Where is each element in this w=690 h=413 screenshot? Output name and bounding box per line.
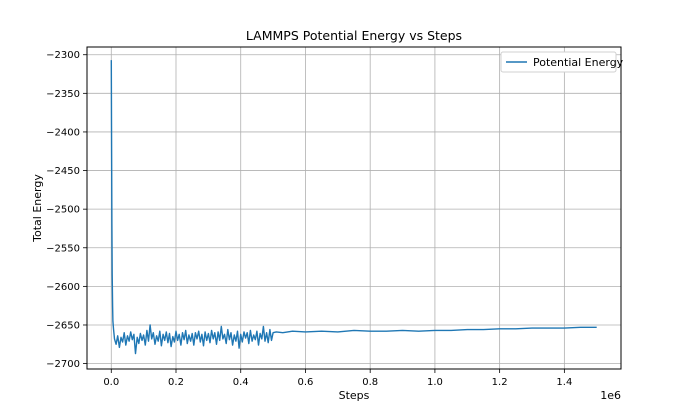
y-axis-label: Total Energy — [31, 174, 44, 243]
x-tick-label: 1.2 — [492, 377, 508, 388]
chart-title: LAMMPS Potential Energy vs Steps — [246, 28, 462, 43]
plot-frame — [86, 46, 622, 370]
y-tick-label: −2450 — [46, 166, 80, 177]
y-tick-label: −2600 — [46, 282, 80, 293]
y-tick-label: −2350 — [46, 89, 80, 100]
x-tick-label: 0.0 — [103, 377, 119, 388]
x-tick-label: 0.2 — [168, 377, 184, 388]
y-tick-label: −2700 — [46, 359, 80, 370]
grid-lines — [87, 47, 621, 369]
legend: Potential Energy — [500, 51, 624, 73]
y-tick-label: −2500 — [46, 205, 80, 216]
plot-series — [110, 60, 597, 355]
axis-ticks: 0.0 0.2 0.4 0.6 0.8 1.0 1.2 1.4 −2300 −2350 −2400 −… — [46, 50, 572, 388]
y-tick-label: −2400 — [46, 127, 80, 138]
y-tick-label: −2650 — [46, 320, 80, 331]
x-tick-label: 0.8 — [362, 377, 378, 388]
x-tick-label: 0.4 — [233, 377, 249, 388]
x-tick-label: 1.0 — [427, 377, 443, 388]
legend-label: Potential Energy — [533, 56, 624, 69]
x-axis-label: Steps — [339, 389, 370, 402]
y-tick-label: −2300 — [46, 50, 80, 61]
x-tick-label: 1.4 — [556, 377, 572, 388]
x-tick-label: 0.6 — [298, 377, 314, 388]
x-axis-offset-text: 1e6 — [600, 389, 621, 402]
y-tick-label: −2550 — [46, 243, 80, 254]
series-line — [110, 60, 597, 355]
legend-box — [500, 51, 617, 73]
